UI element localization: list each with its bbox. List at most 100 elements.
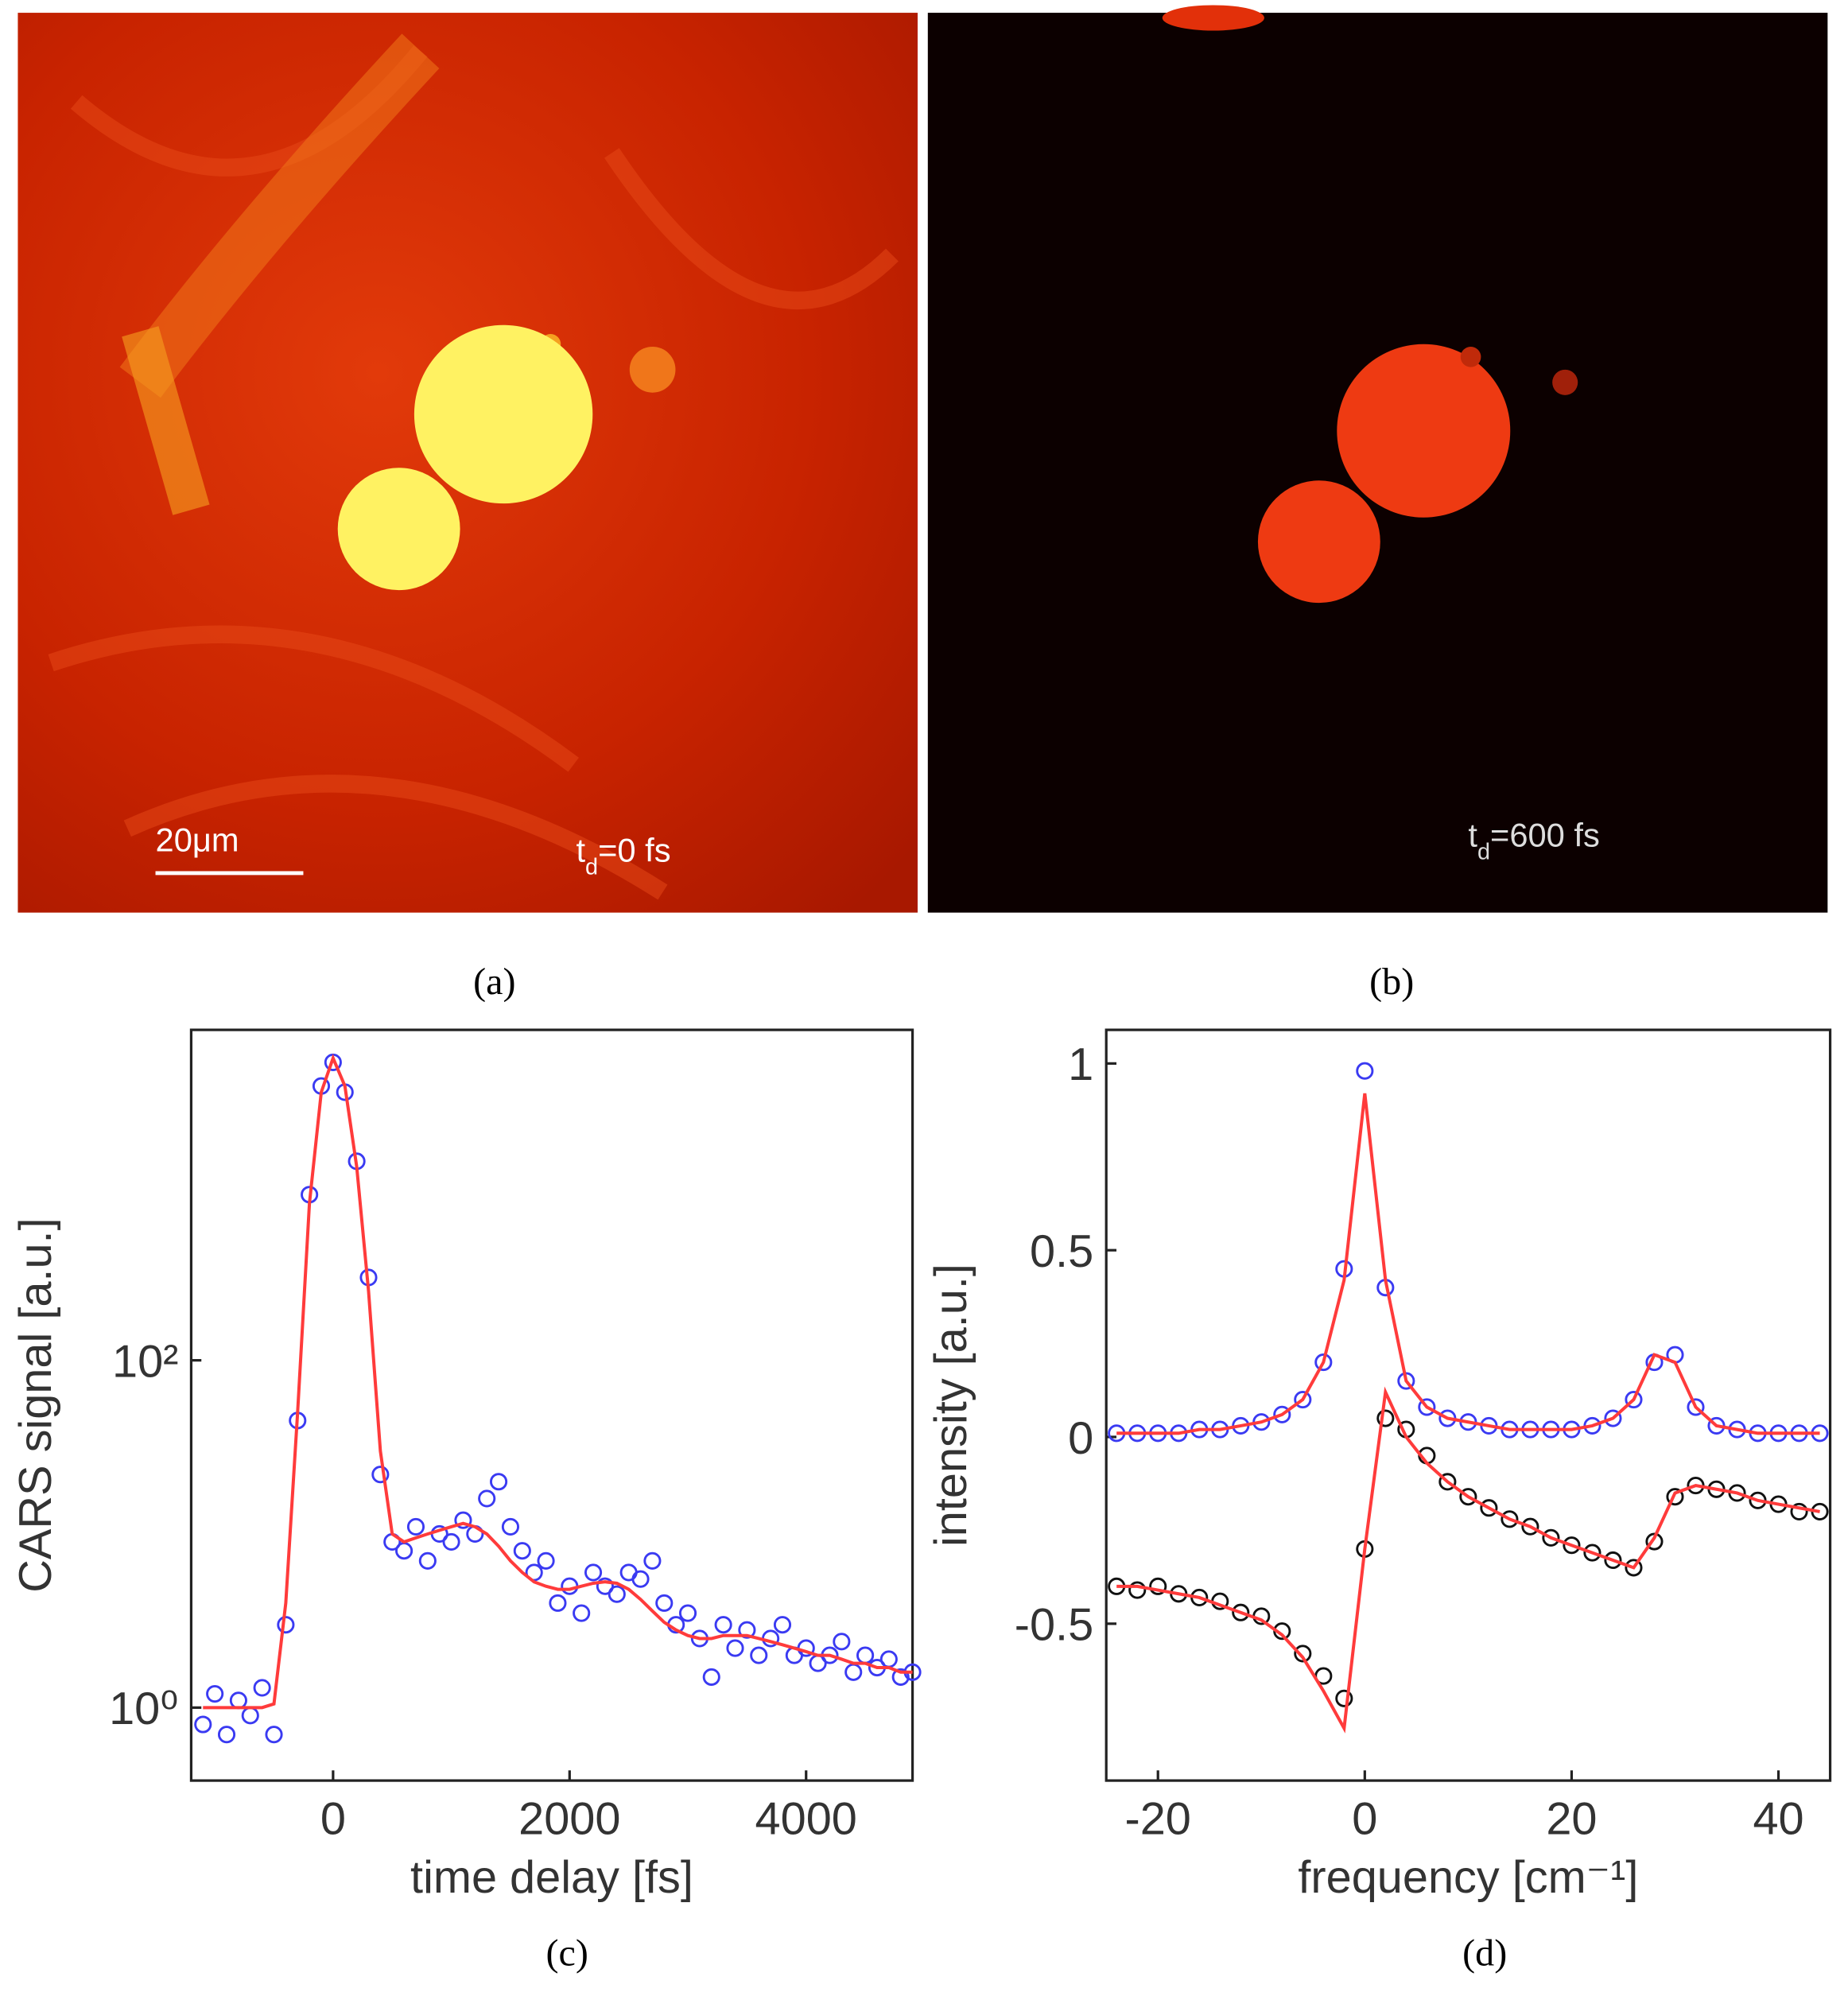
data-point — [395, 1542, 413, 1560]
data-point — [490, 1473, 508, 1491]
data-point — [206, 1684, 224, 1703]
chart: -20 0 20 40 -0.5 0 0.5 1 frequency [cm⁻¹] intensi… — [926, 1028, 1832, 1974]
data-point — [1625, 1559, 1643, 1577]
x-tick-label: 0 — [1352, 1793, 1377, 1844]
x-tick-label: 20 — [1546, 1793, 1597, 1844]
data-point — [478, 1489, 496, 1508]
delay-label: td=0 fs — [576, 832, 670, 880]
fit-line — [1116, 1386, 1820, 1734]
data-point — [631, 1570, 650, 1588]
panel-a: 20μm td=0 fs (a) — [17, 13, 918, 1003]
delay-text: =0 fs — [598, 832, 670, 869]
y-tick-label: 0 — [1068, 1413, 1093, 1464]
caption: (b) — [1369, 961, 1414, 1003]
data-point — [406, 1517, 425, 1536]
fit-line — [1116, 1093, 1820, 1435]
data-point — [1666, 1488, 1684, 1506]
x-axis-label: time delay [fs] — [410, 1852, 693, 1903]
data-point — [371, 1466, 390, 1484]
data-point — [1314, 1353, 1333, 1372]
data-point — [1418, 1398, 1436, 1416]
delay-subscript: d — [1477, 839, 1490, 864]
data-point — [561, 1577, 579, 1595]
data-point — [1356, 1062, 1374, 1080]
data-point — [1376, 1409, 1395, 1427]
caption: (a) — [473, 961, 515, 1003]
chart: 0 2000 4000 10⁰ 10² time delay [fs] CARS signa… — [10, 1028, 922, 1974]
data-point — [856, 1646, 875, 1664]
data-point — [1521, 1517, 1539, 1536]
x-tick-label: 0 — [320, 1793, 346, 1844]
data-point — [442, 1532, 460, 1551]
data-point — [1294, 1390, 1312, 1409]
data-point — [726, 1639, 744, 1657]
panel-b: td=600 fs (b) — [927, 5, 1828, 1003]
y-tick-label: -0.5 — [1015, 1600, 1093, 1651]
data-point — [608, 1585, 626, 1603]
data-point — [844, 1663, 863, 1681]
data-point — [678, 1604, 697, 1622]
caption: (d) — [1462, 1932, 1507, 1974]
data-point — [714, 1616, 732, 1634]
data-point — [750, 1646, 768, 1664]
data-point — [773, 1616, 792, 1634]
data-point — [573, 1604, 591, 1622]
data-point — [1232, 1603, 1250, 1621]
data-point — [655, 1594, 674, 1612]
data-point — [643, 1551, 662, 1570]
data-point — [229, 1691, 247, 1710]
data-point — [454, 1511, 472, 1529]
data-point — [265, 1726, 283, 1744]
data-point — [879, 1650, 898, 1668]
data-point — [702, 1668, 720, 1686]
plot-frame — [189, 1028, 914, 1782]
data-point — [241, 1707, 259, 1725]
data-point — [596, 1577, 614, 1595]
delay-symbol: t — [576, 832, 585, 869]
y-axis-label: intensity [a.u.] — [926, 1264, 976, 1547]
data-point — [1542, 1528, 1560, 1547]
y-axis-label: CARS signal [a.u.] — [10, 1217, 61, 1592]
x-tick-label: 4000 — [755, 1793, 857, 1844]
data-point — [1604, 1409, 1622, 1427]
x-tick-label: -20 — [1125, 1793, 1191, 1844]
x-tick-label: 40 — [1753, 1793, 1803, 1844]
data-point — [501, 1517, 520, 1536]
data-point — [1294, 1645, 1312, 1663]
data-point — [1128, 1581, 1147, 1599]
data-point — [1604, 1551, 1622, 1570]
data-point — [1583, 1544, 1601, 1562]
delay-text: =600 fs — [1490, 816, 1600, 853]
data-point — [1273, 1405, 1291, 1423]
delay-subscript: d — [585, 855, 598, 880]
caption: (c) — [546, 1932, 588, 1974]
data-point — [418, 1551, 437, 1570]
data-point — [1335, 1689, 1353, 1707]
data-point — [584, 1563, 603, 1582]
data-point — [833, 1633, 851, 1651]
delay-symbol: t — [1468, 816, 1477, 853]
data-point — [1501, 1510, 1519, 1528]
data-point — [549, 1594, 567, 1612]
plot-frame — [1105, 1028, 1832, 1782]
data-point — [1563, 1536, 1581, 1555]
scale-bar-label: 20μm — [156, 821, 239, 859]
data-point — [1790, 1502, 1808, 1520]
data-point — [738, 1621, 756, 1639]
y-tick-label: 0.5 — [1030, 1226, 1093, 1277]
y-tick-label: 10² — [112, 1336, 178, 1387]
x-tick-label: 2000 — [518, 1793, 620, 1844]
y-tick-label: 10⁰ — [109, 1683, 178, 1734]
data-point — [1480, 1499, 1498, 1517]
data-point — [1459, 1488, 1477, 1506]
data-point — [217, 1726, 236, 1744]
data-point — [891, 1668, 910, 1686]
data-point — [1625, 1390, 1643, 1409]
delay-label: td=600 fs — [1468, 816, 1599, 864]
data-point — [513, 1542, 531, 1560]
data-point — [1438, 1473, 1457, 1491]
data-point — [1687, 1398, 1705, 1416]
y-tick-label: 1 — [1068, 1039, 1093, 1090]
